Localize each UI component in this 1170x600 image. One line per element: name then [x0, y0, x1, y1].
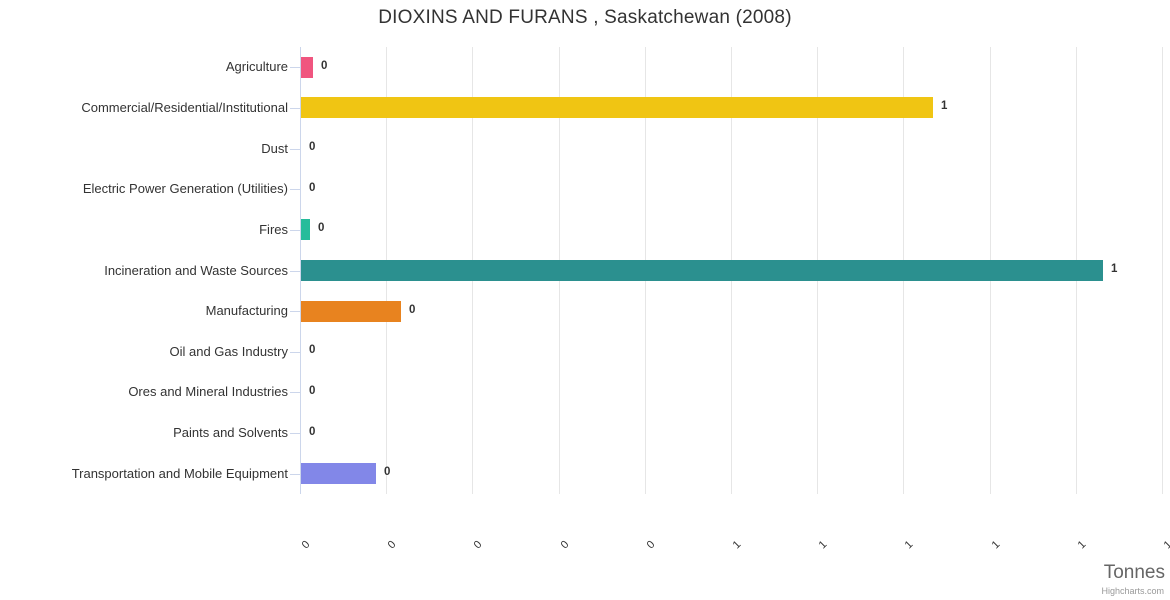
category-label: Oil and Gas Industry	[169, 343, 289, 359]
bar-value-label: 0	[309, 181, 316, 194]
gridline	[1162, 47, 1163, 494]
bar-value-label: 0	[409, 303, 416, 316]
category-tick	[290, 67, 300, 68]
category-tick	[290, 433, 300, 434]
bar[interactable]	[301, 260, 1103, 281]
highcharts-credit[interactable]: Highcharts.com	[1101, 586, 1164, 596]
bar[interactable]	[301, 463, 376, 484]
category-tick	[290, 271, 300, 272]
category-tick	[290, 352, 300, 353]
x-tick-label: 1	[1075, 538, 1089, 552]
category-tick	[290, 230, 300, 231]
x-tick-label: 1	[816, 538, 830, 552]
x-tick-label: 1	[730, 538, 744, 552]
category-tick	[290, 311, 300, 312]
y-axis-line	[300, 47, 301, 494]
category-label: Manufacturing	[205, 303, 288, 319]
category-tick	[290, 392, 300, 393]
bar-value-label: 0	[309, 141, 316, 154]
bar[interactable]	[301, 57, 313, 78]
category-label: Ores and Mineral Industries	[128, 384, 288, 400]
bar-value-label: 0	[309, 344, 316, 357]
bar-value-label: 0	[318, 222, 325, 235]
x-tick-label: 1	[989, 538, 1003, 552]
category-label: Incineration and Waste Sources	[104, 262, 288, 278]
bar[interactable]	[301, 301, 401, 322]
bar-value-label: 0	[309, 425, 316, 438]
category-label: Transportation and Mobile Equipment	[71, 465, 288, 481]
x-axis-title: Tonnes	[1103, 562, 1165, 583]
x-tick-label: 0	[472, 538, 485, 552]
category-tick	[290, 474, 300, 475]
category-label: Electric Power Generation (Utilities)	[82, 181, 288, 197]
bar[interactable]	[301, 219, 310, 240]
category-label: Paints and Solvents	[173, 425, 288, 441]
x-tick-label: 0	[299, 538, 313, 552]
category-label: Fires	[259, 221, 288, 237]
x-tick-label: 1	[903, 538, 916, 552]
bar[interactable]	[301, 97, 933, 118]
category-label: Dust	[261, 140, 288, 156]
x-tick-label: 0	[644, 538, 658, 552]
bar-value-label: 0	[384, 466, 391, 479]
chart-title: DIOXINS AND FURANS , Saskatchewan (2008)	[378, 7, 792, 28]
bar-value-label: 1	[1111, 263, 1118, 275]
category-tick	[290, 108, 300, 109]
category-label: Commercial/Residential/Institutional	[81, 99, 288, 115]
category-tick	[290, 149, 300, 150]
bar-value-label: 1	[941, 100, 948, 113]
category-label: Agriculture	[225, 59, 288, 75]
x-tick-label: 0	[558, 538, 572, 552]
bar-value-label: 0	[309, 384, 316, 397]
x-tick-label: 0	[385, 538, 399, 552]
category-tick	[290, 189, 300, 190]
bar-value-label: 0	[321, 59, 328, 72]
x-tick-label: 1	[1161, 538, 1170, 552]
